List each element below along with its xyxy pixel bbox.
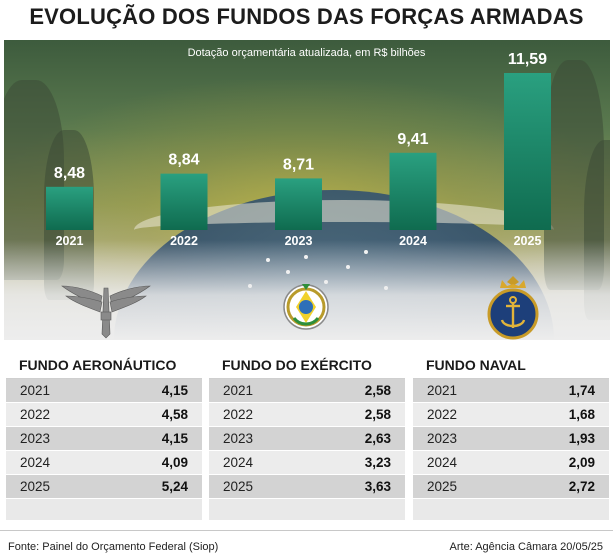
- table-row: 2021 1,74: [413, 379, 609, 403]
- page-title: EVOLUÇÃO DOS FUNDOS DAS FORÇAS ARMADAS: [29, 4, 584, 29]
- table-row: 2023 4,15: [6, 427, 202, 451]
- table-row: 2025 2,72: [413, 475, 609, 499]
- year-cell: 2023: [223, 431, 254, 446]
- value-cell: 1,68: [568, 407, 595, 422]
- army-emblem-icon: [283, 284, 329, 330]
- year-cell: 2024: [223, 455, 254, 470]
- table-row: 2024 4,09: [6, 451, 202, 475]
- year-cell: 2023: [427, 431, 458, 446]
- value-label-2021: 8,48: [54, 165, 85, 182]
- table-row: 2025 5,24: [6, 475, 202, 499]
- value-label-2024: 9,41: [397, 131, 428, 148]
- value-cell: 2,72: [568, 479, 595, 494]
- table-row: 2022 2,58: [209, 403, 405, 427]
- table-body: 2021 4,15 2022 4,58 2023 4,15 2024 4,09 2025…: [6, 379, 202, 499]
- value-cell: 4,15: [161, 431, 188, 446]
- year-cell: 2021: [20, 383, 51, 398]
- chart-subtitle: Dotação orçamentária atualizada, em R$ b…: [187, 47, 426, 59]
- year-cell: 2021: [223, 383, 254, 398]
- footer-source: Fonte: Painel do Orçamento Federal (Siop…: [8, 541, 219, 553]
- value-cell: 3,63: [364, 479, 391, 494]
- year-cell: 2022: [427, 407, 458, 422]
- table-header: FUNDO AERONÁUTICO: [6, 348, 202, 379]
- value-label-2023: 8,71: [283, 156, 314, 173]
- year-label-2021: 2021: [56, 234, 84, 248]
- air-force-wings-icon: [61, 285, 151, 339]
- table-row: 2024 2,09: [413, 451, 609, 475]
- bar-2024: [389, 152, 437, 230]
- year-cell: 2021: [427, 383, 458, 398]
- year-cell: 2025: [427, 479, 458, 494]
- value-cell: 2,63: [364, 431, 391, 446]
- navy-anchor-icon: [487, 276, 539, 340]
- value-label-2025: 11,59: [508, 51, 547, 68]
- value-cell: 1,93: [568, 431, 595, 446]
- year-label-2024: 2024: [399, 234, 427, 248]
- table-row: 2024 3,23: [209, 451, 405, 475]
- bar-2021: [46, 186, 93, 230]
- value-label-2022: 8,84: [168, 152, 199, 169]
- year-cell: 2022: [223, 407, 254, 422]
- value-cell: 1,74: [568, 383, 595, 398]
- table-row: 2021 4,15: [6, 379, 202, 403]
- value-cell: 4,58: [161, 407, 188, 422]
- table-row: 2021 2,58: [209, 379, 405, 403]
- value-cell: 5,24: [161, 479, 188, 494]
- bar-2025: [504, 73, 551, 230]
- table-body: 2021 2,58 2022 2,58 2023 2,63 2024 3,23 2025…: [209, 379, 405, 499]
- value-cell: 2,09: [568, 455, 595, 470]
- table-header: FUNDO DO EXÉRCITO: [209, 348, 405, 379]
- value-cell: 2,58: [364, 383, 391, 398]
- value-cell: 4,15: [161, 383, 188, 398]
- value-cell: 3,23: [364, 455, 391, 470]
- footer-divider: [0, 530, 613, 531]
- table-fundo-naval: FUNDO NAVAL 2021 1,74 2022 1,68 2023 1,93 2…: [413, 348, 609, 520]
- year-cell: 2023: [20, 431, 51, 446]
- value-cell: 4,09: [161, 455, 188, 470]
- table-row: 2022 1,68: [413, 403, 609, 427]
- year-cell: 2024: [427, 455, 458, 470]
- year-label-2022: 2022: [170, 234, 198, 248]
- table-fundo-exercito: FUNDO DO EXÉRCITO 2021 2,58 2022 2,58 2023…: [209, 348, 405, 520]
- year-label-2025: 2025: [514, 234, 542, 248]
- table-body: 2021 1,74 2022 1,68 2023 1,93 2024 2,09 2025…: [413, 379, 609, 499]
- bar-2022: [160, 173, 208, 230]
- year-cell: 2024: [20, 455, 51, 470]
- bar-chart: 8,48 2021 8,84 2022 8,71 2023 9,41 2024 11,59 202…: [46, 51, 551, 248]
- table-fundo-aeronautico: FUNDO AERONÁUTICO 2021 4,15 2022 4,58 2023…: [6, 348, 202, 520]
- bar-2023: [275, 178, 322, 230]
- year-label-2023: 2023: [285, 234, 313, 248]
- table-row: 2023 2,63: [209, 427, 405, 451]
- year-cell: 2025: [20, 479, 51, 494]
- value-cell: 2,58: [364, 407, 391, 422]
- table-row: 2025 3,63: [209, 475, 405, 499]
- year-cell: 2025: [223, 479, 254, 494]
- footer-credit: Arte: Agência Câmara 20/05/25: [449, 541, 603, 553]
- table-row: 2023 1,93: [413, 427, 609, 451]
- table-row: 2022 4,58: [6, 403, 202, 427]
- table-header: FUNDO NAVAL: [413, 348, 609, 379]
- year-cell: 2022: [20, 407, 51, 422]
